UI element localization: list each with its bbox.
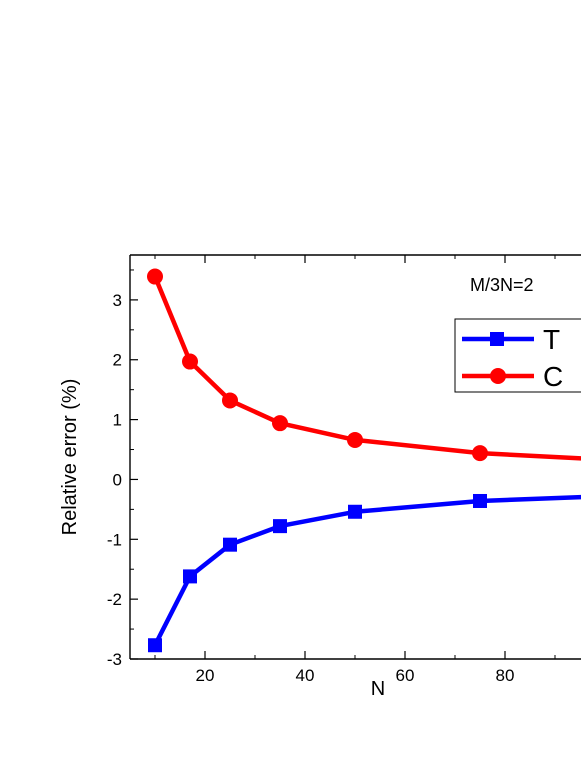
y-tick-label: 1 — [113, 411, 122, 430]
legend-marker-square — [490, 332, 504, 346]
series-C — [147, 268, 581, 462]
y-tick-label: -3 — [107, 650, 122, 669]
ticks-layer: 20 40 60 80 -3 -2 -1 0 1 2 3 — [107, 255, 556, 685]
x-tick-label: 80 — [496, 666, 515, 685]
data-point-square — [273, 519, 287, 534]
legend-entry: T — [462, 324, 560, 355]
data-point-square — [148, 638, 162, 653]
legend-label: C — [543, 361, 563, 392]
data-point-circle — [472, 445, 488, 462]
y-tick-label: 0 — [113, 470, 122, 489]
series-line — [152, 494, 581, 647]
data-point-square — [223, 537, 237, 552]
x-tick-label: 20 — [196, 666, 215, 685]
y-axis-label: Relative error (%) — [59, 379, 81, 536]
data-point-circle — [272, 415, 288, 432]
data-point-square — [183, 569, 197, 584]
annotation-label: M/3N=2 — [470, 275, 534, 295]
legend-label: T — [543, 324, 560, 355]
data-point-circle — [222, 392, 238, 409]
series-layer — [147, 268, 581, 653]
y-tick-label: 3 — [113, 291, 122, 310]
data-point-square — [473, 493, 487, 508]
legend: TC — [454, 318, 581, 393]
data-point-square — [348, 504, 362, 519]
data-point-circle — [147, 268, 163, 285]
x-tick-label: 60 — [396, 666, 415, 685]
x-axis-label: N — [371, 678, 385, 700]
series-T — [148, 493, 581, 653]
legend-marker-circle — [490, 368, 506, 384]
legend-box — [454, 318, 581, 393]
y-tick-label: -2 — [107, 590, 122, 609]
y-tick-label: 2 — [113, 351, 122, 370]
legend-entry: C — [462, 361, 563, 392]
x-tick-label: 40 — [296, 666, 315, 685]
data-point-circle — [347, 431, 363, 448]
data-point-circle — [182, 353, 198, 370]
y-tick-label: -1 — [107, 530, 122, 549]
